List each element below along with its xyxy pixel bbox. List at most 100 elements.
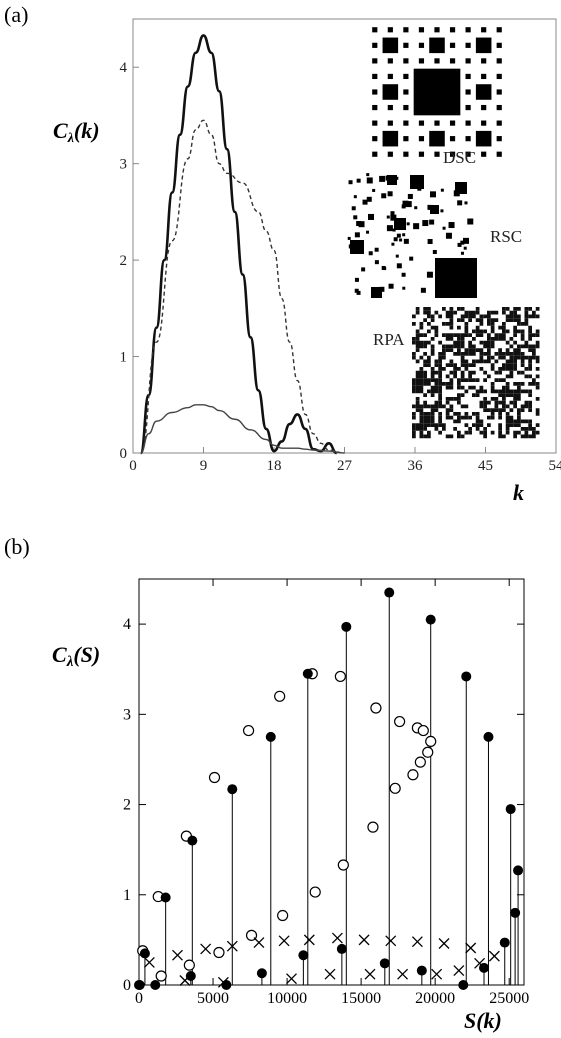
rpa-cell [453,310,457,315]
rpa-cell [430,415,435,420]
rpa-cell [502,385,506,390]
filled-circle-point [336,943,347,954]
rpa-cell [520,359,525,364]
rpa-cell [468,314,472,319]
rpa-cell [464,352,469,356]
rpa-cell [449,370,454,375]
rsc-dot [407,193,413,199]
panel-b-label: (b) [4,534,30,559]
filled-circle-point [302,668,313,679]
rpa-cell [468,430,472,435]
rpa-cell [528,423,532,427]
rpa-cell [434,382,439,386]
rpa-cell [445,314,450,319]
rpa-cell [419,385,424,390]
rpa-cell [457,382,461,386]
dsc-square [413,68,461,116]
rpa-cell [442,427,446,431]
rpa-cell [505,419,510,424]
rpa-cell [442,367,446,371]
rpa-cell [479,355,484,360]
rpa-cell [524,310,529,315]
rpa-cell [434,333,439,337]
rpa-cell [445,322,450,326]
rsc-dot [411,177,418,184]
cross-stroke [438,938,450,949]
chart-a-xtick-label: 18 [267,458,282,474]
rpa-cell [460,434,465,439]
rpa-cell [434,385,439,390]
rpa-cell [505,389,510,394]
rpa-cell [498,333,502,337]
rsc-dot [348,180,353,185]
chart-b: 0 5000 10000 15000 20000 25000 0 1 2 3 4 Cλ(S) S(k… [52,578,529,1033]
rpa-cell [520,419,525,424]
dsc-square [387,104,393,111]
rsc-dot [354,288,359,293]
rsc-dot [460,240,465,245]
rsc-dot [448,222,455,229]
dsc-square [475,37,492,54]
cross-point [253,937,265,949]
rpa-cell [498,355,502,360]
rsc-dot [372,188,376,192]
rpa-cell [460,337,465,341]
rsc-dot [402,286,406,290]
rpa-cell [449,378,454,382]
rsc-dot [403,238,409,244]
rpa-cell [487,318,491,322]
rpa-cell [509,352,514,356]
rpa-cell [490,385,495,390]
rpa-cell [505,430,510,435]
open-circle-point [425,735,437,748]
rpa-cell [460,352,465,356]
chart-b-frame [138,578,525,986]
rpa-cell [415,310,420,315]
rpa-cell [464,310,469,315]
rsc-dot [463,237,470,244]
rpa-cell [528,374,532,379]
rpa-cell [412,352,416,356]
rpa-cell [419,344,424,349]
rpa-cell [494,337,499,341]
rpa-cell [513,329,517,334]
rpa-cell [532,344,536,349]
rsc-dot [401,204,406,209]
rpa-cell [505,412,510,416]
rpa-cell [415,385,420,390]
rpa-cell [487,352,491,356]
rpa-cell [509,419,514,424]
rsc-dot [460,251,464,255]
rpa-cell [502,400,506,405]
dsc-square [449,136,456,142]
rpa-cell [528,434,532,439]
rpa-cell [509,415,514,420]
rpa-cell [532,382,536,386]
rpa-cell [419,408,424,412]
rpa-cell [475,389,480,394]
rpa-cell [415,389,420,394]
rpa-cell [468,427,472,431]
rpa-cell [415,374,420,379]
rsc-dot [379,286,385,292]
rpa-cell [502,363,506,367]
open-circle-point [389,782,401,794]
rsc-dot [463,246,467,250]
rpa-cell [438,370,442,375]
filled-circle-point [160,892,171,903]
rpa-cell [423,374,427,379]
dsc-square [403,27,409,33]
rpa-cell [415,423,420,427]
rsc-dot [368,213,375,220]
rpa-cell [513,340,517,345]
rpa-cell [445,363,450,367]
rpa-cell [430,337,435,341]
rpa-cell [464,430,469,435]
rpa-cell [438,359,442,364]
dsc-square [418,42,425,48]
rpa-cell [438,412,442,416]
rpa-cell [494,352,499,356]
rsc-dot [358,221,365,228]
rpa-cell [502,404,506,409]
rpa-cell [528,333,532,337]
